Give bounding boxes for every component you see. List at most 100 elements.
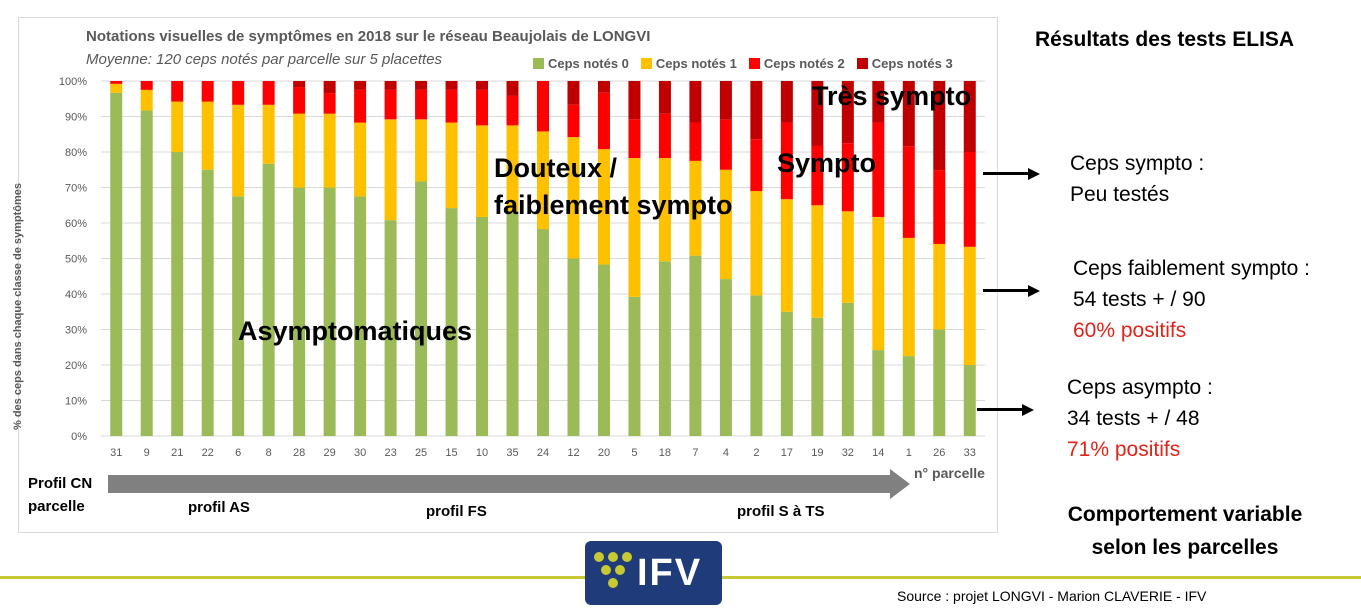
bar-segment-notes-2 bbox=[293, 87, 306, 114]
bar-segment-notes-1 bbox=[780, 199, 793, 312]
x-tick-label: 21 bbox=[171, 447, 183, 459]
bar-segment-notes-2 bbox=[719, 119, 732, 170]
bar-segment-notes-3 bbox=[384, 81, 397, 90]
y-tick-label: 10% bbox=[65, 396, 87, 408]
bar-segment-notes-3 bbox=[445, 81, 458, 90]
x-tick-label: 19 bbox=[811, 447, 823, 459]
profile-axis-label: Profil CN bbox=[28, 475, 93, 492]
bar-segment-notes-1 bbox=[293, 113, 306, 188]
bar-segment-notes-3 bbox=[963, 81, 976, 152]
bar-segment-notes-3 bbox=[323, 81, 336, 94]
legend-item: Ceps notés 0 bbox=[533, 56, 629, 71]
profile-arrow-head bbox=[890, 469, 910, 499]
x-tick-label: 1 bbox=[906, 447, 912, 459]
bar-segment-notes-0 bbox=[719, 279, 732, 436]
bar-segment-notes-3 bbox=[719, 81, 732, 120]
conclusion-line: selon les parcelles bbox=[1091, 536, 1279, 559]
x-tick-label: 23 bbox=[384, 447, 396, 459]
bar-segment-notes-0 bbox=[201, 169, 214, 436]
elisa-sympto-line: Ceps sympto : bbox=[1070, 152, 1205, 175]
bar-segment-notes-2 bbox=[841, 143, 854, 212]
bar-segment-notes-1 bbox=[933, 243, 946, 330]
bar-segment-notes-3 bbox=[415, 81, 428, 90]
bar-segment-notes-3 bbox=[628, 81, 641, 120]
bar-segment-notes-1 bbox=[811, 205, 824, 318]
bar-segment-notes-0 bbox=[689, 255, 702, 436]
x-tick-label: 30 bbox=[354, 447, 366, 459]
bar-segment-notes-2 bbox=[567, 104, 580, 138]
bar-segment-notes-1 bbox=[232, 104, 245, 197]
elisa-asympto-line: 34 tests + / 48 bbox=[1067, 407, 1200, 430]
x-tick-label: 7 bbox=[692, 447, 698, 459]
elisa-faible-percent: 60% positifs bbox=[1073, 319, 1187, 342]
bar-segment-notes-1 bbox=[628, 158, 641, 297]
bar-segment-notes-3 bbox=[597, 81, 610, 93]
bar-segment-notes-0 bbox=[262, 163, 275, 436]
y-tick-label: 30% bbox=[65, 325, 87, 337]
bar-segment-notes-0 bbox=[780, 311, 793, 436]
bar-segment-notes-2 bbox=[384, 89, 397, 120]
legend-item: Ceps notés 2 bbox=[748, 56, 845, 71]
bar-segment-notes-2 bbox=[415, 89, 428, 120]
bar-segment-notes-1 bbox=[537, 131, 549, 230]
bar-segment-notes-1 bbox=[110, 83, 123, 93]
bar-segment-notes-1 bbox=[354, 122, 367, 197]
x-tick-label: 4 bbox=[723, 447, 729, 459]
elisa-faible-block: Ceps faiblement sympto : 54 tests + / 90… bbox=[1073, 253, 1310, 346]
bar-segment-notes-0 bbox=[171, 152, 184, 436]
bar-segment-notes-1 bbox=[963, 246, 976, 365]
bar-segment-notes-0 bbox=[323, 187, 336, 436]
bar-segment-notes-2 bbox=[140, 81, 153, 90]
y-tick-label: 100% bbox=[59, 76, 87, 88]
conclusion: Comportement variable selon les parcelle… bbox=[1030, 498, 1340, 564]
bar-segment-notes-1 bbox=[841, 211, 854, 303]
bar-segment-notes-2 bbox=[506, 95, 519, 126]
chart-subtitle: Moyenne: 120 ceps notés par parcelle sur… bbox=[86, 51, 443, 68]
bar-segment-notes-3 bbox=[567, 81, 580, 105]
bar-segment-notes-0 bbox=[232, 196, 245, 436]
bar-segment-notes-1 bbox=[597, 149, 610, 265]
logo-text: IFV bbox=[637, 551, 703, 594]
bar-segment-notes-0 bbox=[872, 350, 885, 436]
x-tick-label: 26 bbox=[933, 447, 945, 459]
stacked-bar-chart: 0%10%20%30%40%50%60%70%80%90%100% 31 9 21 2… bbox=[59, 76, 985, 459]
annotation-douteux: Douteux / bbox=[494, 153, 618, 183]
bar-segment-notes-2 bbox=[628, 119, 641, 159]
bar-segment-notes-3 bbox=[841, 81, 854, 144]
bar-segment-notes-0 bbox=[933, 329, 946, 436]
legend-swatch bbox=[748, 58, 760, 69]
bar-segment-notes-2 bbox=[902, 146, 915, 238]
bar-segment-notes-2 bbox=[537, 81, 549, 132]
bar-segment-notes-3 bbox=[780, 81, 793, 123]
bar-segment-notes-0 bbox=[384, 220, 397, 436]
x-tick-label: 31 bbox=[110, 447, 122, 459]
elisa-faible-line: 54 tests + / 90 bbox=[1073, 288, 1206, 311]
x-tick-label: 9 bbox=[144, 447, 150, 459]
bar-segment-notes-2 bbox=[689, 122, 702, 161]
bar-segment-notes-2 bbox=[262, 81, 275, 105]
x-tick-label: 18 bbox=[659, 447, 671, 459]
bar-segment-notes-1 bbox=[567, 137, 580, 259]
bar-segment-notes-1 bbox=[262, 104, 275, 164]
source-text: Source : projet LONGVI - Marion CLAVERIE… bbox=[897, 588, 1207, 604]
legend-swatch bbox=[533, 58, 544, 69]
legend-label: Ceps notés 2 bbox=[763, 56, 845, 71]
bar-segment-notes-1 bbox=[445, 122, 458, 209]
bar-segment-notes-0 bbox=[902, 356, 915, 436]
bar-segment-notes-0 bbox=[354, 196, 367, 436]
bar-segment-notes-2 bbox=[780, 122, 793, 200]
bar-segment-notes-3 bbox=[293, 81, 306, 88]
bar-segment-notes-1 bbox=[658, 158, 671, 262]
bar-segment-notes-0 bbox=[476, 216, 489, 436]
arrow-right-icon bbox=[1028, 168, 1040, 180]
x-tick-label: 32 bbox=[842, 447, 854, 459]
y-tick-label: 40% bbox=[65, 289, 87, 301]
bar-segment-notes-0 bbox=[140, 110, 153, 436]
annotation-asymptomatiques: Asymptomatiques bbox=[238, 316, 473, 346]
bar-segment-notes-1 bbox=[384, 119, 397, 221]
bar-segment-notes-1 bbox=[719, 169, 732, 280]
bar-segment-notes-3 bbox=[933, 81, 946, 171]
legend-item: Ceps notés 3 bbox=[856, 56, 953, 71]
bar-segment-notes-1 bbox=[750, 191, 763, 296]
legend-label: Ceps notés 3 bbox=[871, 56, 953, 71]
